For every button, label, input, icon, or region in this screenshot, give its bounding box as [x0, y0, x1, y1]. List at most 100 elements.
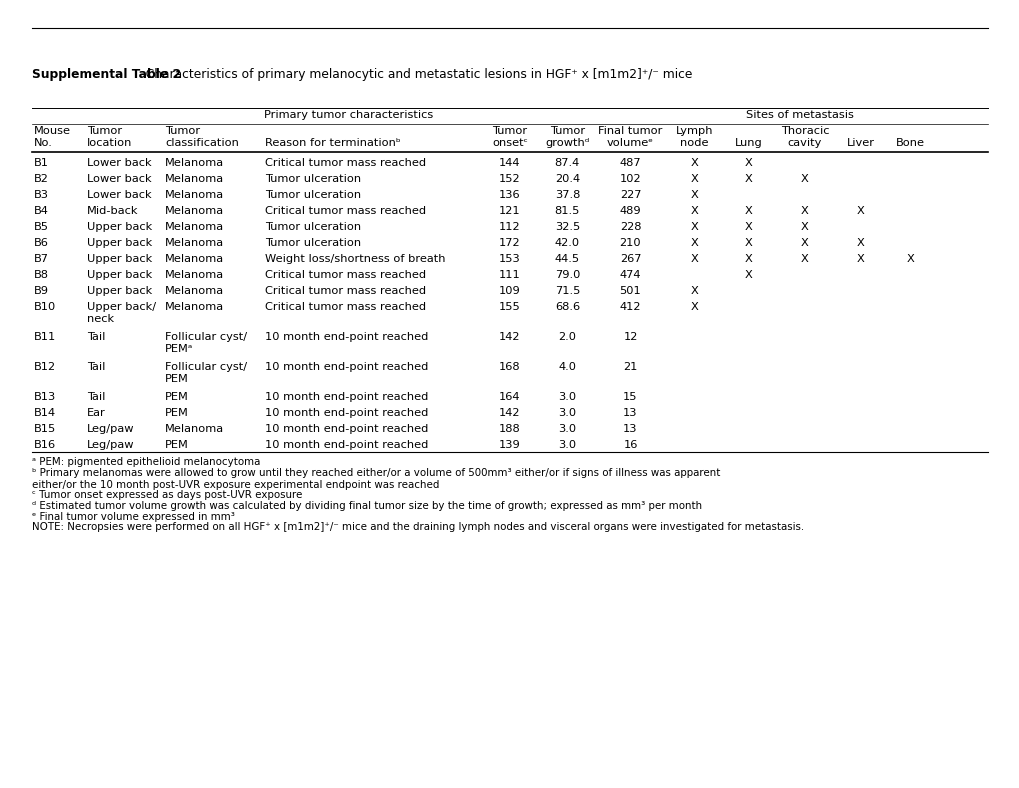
- Text: 164: 164: [498, 392, 521, 402]
- Text: X: X: [856, 238, 864, 248]
- Text: 144: 144: [498, 158, 521, 168]
- Text: Upper back: Upper back: [87, 270, 152, 280]
- Text: 3.0: 3.0: [557, 440, 576, 450]
- Text: NOTE: Necropsies were performed on all HGF⁺ x [m1m2]⁺/⁻ mice and the draining ly: NOTE: Necropsies were performed on all H…: [32, 522, 803, 533]
- Text: X: X: [690, 206, 698, 216]
- Text: Upper back: Upper back: [87, 286, 152, 296]
- Text: B5: B5: [34, 222, 49, 232]
- Text: B6: B6: [34, 238, 49, 248]
- Text: X: X: [690, 190, 698, 200]
- Text: Liver: Liver: [846, 138, 874, 148]
- Text: 152: 152: [498, 174, 521, 184]
- Text: ᵉ Final tumor volume expressed in mm³: ᵉ Final tumor volume expressed in mm³: [32, 511, 234, 522]
- Text: No.: No.: [34, 138, 53, 148]
- Text: 68.6: 68.6: [554, 302, 580, 312]
- Text: node: node: [680, 138, 708, 148]
- Text: 20.4: 20.4: [554, 174, 580, 184]
- Text: 10 month end-point reached: 10 month end-point reached: [265, 424, 428, 434]
- Text: Critical tumor mass reached: Critical tumor mass reached: [265, 158, 426, 168]
- Text: Critical tumor mass reached: Critical tumor mass reached: [265, 270, 426, 280]
- Text: PEM: PEM: [165, 408, 189, 418]
- Text: 172: 172: [498, 238, 521, 248]
- Text: Melanoma: Melanoma: [165, 302, 224, 312]
- Text: 412: 412: [620, 302, 641, 312]
- Text: X: X: [906, 254, 914, 264]
- Text: X: X: [745, 174, 752, 184]
- Text: Critical tumor mass reached: Critical tumor mass reached: [265, 286, 426, 296]
- Text: X: X: [745, 254, 752, 264]
- Text: 2.0: 2.0: [557, 332, 576, 342]
- Text: Characteristics of primary melanocytic and metastatic lesions in HGF⁺ x [m1m2]⁺/: Characteristics of primary melanocytic a…: [138, 68, 691, 81]
- Text: X: X: [745, 238, 752, 248]
- Text: B4: B4: [34, 206, 49, 216]
- Text: Lymph: Lymph: [676, 126, 712, 136]
- Text: volumeᵉ: volumeᵉ: [606, 138, 653, 148]
- Text: 3.0: 3.0: [557, 408, 576, 418]
- Text: Sites of metastasis: Sites of metastasis: [746, 110, 853, 120]
- Text: Melanoma: Melanoma: [165, 158, 224, 168]
- Text: B1: B1: [34, 158, 49, 168]
- Text: 10 month end-point reached: 10 month end-point reached: [265, 408, 428, 418]
- Text: X: X: [800, 206, 808, 216]
- Text: Upper back: Upper back: [87, 238, 152, 248]
- Text: 13: 13: [623, 424, 637, 434]
- Text: location: location: [87, 138, 131, 148]
- Text: 87.4: 87.4: [554, 158, 580, 168]
- Text: 267: 267: [620, 254, 641, 264]
- Text: 112: 112: [498, 222, 521, 232]
- Text: X: X: [690, 302, 698, 312]
- Text: X: X: [800, 222, 808, 232]
- Text: 136: 136: [498, 190, 521, 200]
- Text: cavity: cavity: [787, 138, 821, 148]
- Text: Tumor ulceration: Tumor ulceration: [265, 238, 361, 248]
- Text: 81.5: 81.5: [554, 206, 580, 216]
- Text: Leg/paw: Leg/paw: [87, 424, 133, 434]
- Text: 139: 139: [498, 440, 521, 450]
- Text: X: X: [690, 254, 698, 264]
- Text: 3.0: 3.0: [557, 424, 576, 434]
- Text: 109: 109: [498, 286, 521, 296]
- Text: 13: 13: [623, 408, 637, 418]
- Text: 142: 142: [498, 408, 521, 418]
- Text: 15: 15: [623, 392, 637, 402]
- Text: X: X: [745, 158, 752, 168]
- Text: 501: 501: [619, 286, 641, 296]
- Text: 42.0: 42.0: [554, 238, 580, 248]
- Text: B13: B13: [34, 392, 56, 402]
- Text: 153: 153: [498, 254, 521, 264]
- Text: Melanoma: Melanoma: [165, 254, 224, 264]
- Text: Mid-back: Mid-back: [87, 206, 138, 216]
- Text: 228: 228: [620, 222, 641, 232]
- Text: Ear: Ear: [87, 408, 105, 418]
- Text: X: X: [745, 206, 752, 216]
- Text: X: X: [690, 238, 698, 248]
- Text: 44.5: 44.5: [554, 254, 580, 264]
- Text: onsetᶜ: onsetᶜ: [491, 138, 528, 148]
- Text: B12: B12: [34, 362, 56, 372]
- Text: 37.8: 37.8: [554, 190, 580, 200]
- Text: X: X: [856, 254, 864, 264]
- Text: X: X: [745, 222, 752, 232]
- Text: Lower back: Lower back: [87, 190, 151, 200]
- Text: 210: 210: [619, 238, 641, 248]
- Text: Tail: Tail: [87, 392, 105, 402]
- Text: X: X: [800, 254, 808, 264]
- Text: Tumor: Tumor: [549, 126, 584, 136]
- Text: B14: B14: [34, 408, 56, 418]
- Text: Tumor: Tumor: [165, 126, 200, 136]
- Text: Weight loss/shortness of breath: Weight loss/shortness of breath: [265, 254, 445, 264]
- Text: 79.0: 79.0: [554, 270, 580, 280]
- Text: B2: B2: [34, 174, 49, 184]
- Text: B15: B15: [34, 424, 56, 434]
- Text: Tumor ulceration: Tumor ulceration: [265, 222, 361, 232]
- Text: Melanoma: Melanoma: [165, 174, 224, 184]
- Text: X: X: [856, 206, 864, 216]
- Text: 10 month end-point reached: 10 month end-point reached: [265, 362, 428, 372]
- Text: Lower back: Lower back: [87, 174, 151, 184]
- Text: Tail: Tail: [87, 332, 105, 342]
- Text: Mouse: Mouse: [34, 126, 71, 136]
- Text: B8: B8: [34, 270, 49, 280]
- Text: Melanoma: Melanoma: [165, 222, 224, 232]
- Text: 168: 168: [498, 362, 521, 372]
- Text: 155: 155: [498, 302, 521, 312]
